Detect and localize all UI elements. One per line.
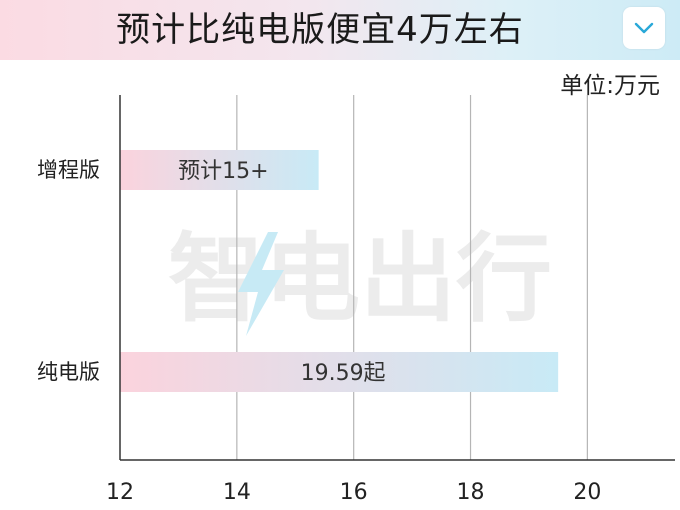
x-tick-label: 12 (106, 480, 134, 505)
x-tick-label: 14 (223, 480, 251, 505)
x-tick-label: 16 (340, 480, 368, 505)
x-tick-label: 20 (573, 480, 601, 505)
axes (119, 95, 675, 461)
data-label: 预计15+ (178, 159, 268, 184)
title-bar: 预计比纯电版便宜4万左右 (0, 0, 680, 60)
bars (120, 150, 559, 392)
bar (120, 352, 559, 392)
labels: 预计15+ 增程版 19.59起 纯电版 12 14 16 18 20 (37, 158, 601, 505)
watermark-text: 智电出行 (168, 223, 552, 335)
dropdown-button[interactable] (623, 7, 665, 49)
watermark: 智电出行 (168, 223, 552, 336)
unit-label: 单位:万元 (560, 73, 660, 99)
x-tick-label: 18 (457, 480, 485, 505)
bar (120, 150, 319, 190)
page-title: 预计比纯电版便宜4万左右 (116, 10, 524, 50)
data-label: 19.59起 (301, 361, 386, 386)
chevron-down-icon (634, 22, 654, 34)
lightning-icon (238, 232, 284, 336)
category-label: 增程版 (37, 158, 100, 182)
category-label: 纯电版 (37, 360, 100, 384)
